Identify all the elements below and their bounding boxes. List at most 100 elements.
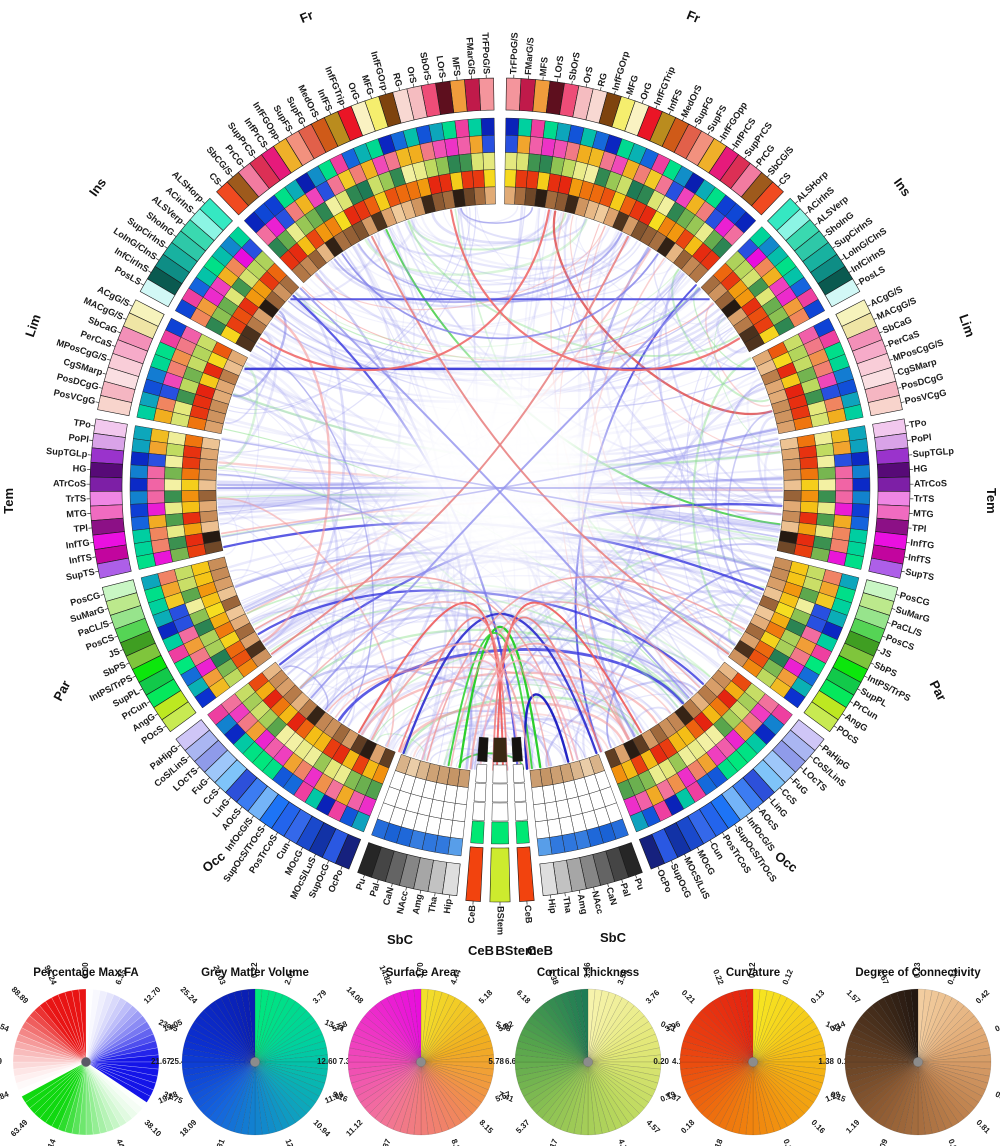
metric-cell	[315, 242, 336, 264]
metric-cell	[604, 747, 622, 769]
label-tick	[848, 270, 853, 273]
pie-slice	[523, 1061, 589, 1103]
pie-slice	[910, 1061, 919, 1136]
label-tick	[800, 766, 804, 770]
pie-slice	[745, 1061, 754, 1136]
metric-cell	[851, 464, 871, 479]
region-cell	[139, 278, 176, 308]
pie-slice	[752, 989, 768, 1063]
region-cell	[154, 253, 190, 285]
pie-slice	[220, 994, 256, 1063]
pie-tick-label: 8.15	[477, 1118, 495, 1136]
metric-cell	[800, 490, 819, 503]
metric-cell	[776, 419, 796, 435]
pie-slice	[917, 1061, 983, 1103]
metric-cell	[282, 684, 303, 705]
metric-cell	[360, 215, 379, 237]
link-chord	[525, 490, 783, 770]
region-label: JS	[879, 646, 893, 660]
pie-slice	[896, 1061, 919, 1134]
metric-cell	[245, 639, 267, 659]
link-chord	[356, 242, 641, 299]
link-chord	[569, 215, 781, 453]
pie-tick-label: 0.22	[250, 962, 259, 978]
pie-title: Curvature	[726, 967, 780, 979]
region-label: Amg	[576, 893, 590, 915]
metric-cell	[815, 442, 835, 458]
label-tick	[585, 83, 588, 88]
lobe-label: Ins	[891, 175, 914, 199]
label-tick	[895, 594, 900, 596]
metric-cell	[130, 451, 150, 467]
region-cell	[89, 490, 123, 507]
pie-slice	[587, 1061, 649, 1109]
link-chord-accent	[254, 575, 574, 762]
pie-slice	[696, 1061, 754, 1114]
region-label: BStem	[496, 906, 506, 935]
pie-slice	[845, 1061, 919, 1077]
pie-slice	[566, 1061, 589, 1134]
region-label: Hip	[442, 898, 454, 914]
pie-slice	[182, 1047, 256, 1063]
pie-slice	[254, 1001, 302, 1063]
metric-cell	[454, 785, 469, 805]
pie-slice	[420, 989, 436, 1063]
pie-slice	[254, 1047, 328, 1063]
lobe-label: Par	[50, 678, 73, 704]
pie-slice	[688, 1021, 754, 1063]
region-cell	[371, 846, 395, 883]
region-cell	[171, 230, 206, 263]
pie-slice	[517, 1033, 589, 1063]
pie-slice	[254, 1061, 284, 1133]
metric-cell	[799, 456, 819, 470]
label-tick	[206, 777, 210, 781]
metric-cell	[201, 436, 221, 451]
label-tick	[146, 701, 151, 704]
region-cell	[103, 366, 140, 390]
metric-cell	[200, 447, 219, 461]
region-cell	[364, 96, 389, 132]
label-tick	[657, 866, 660, 870]
label-tick	[879, 331, 883, 334]
link-chord	[219, 522, 318, 695]
region-cell	[392, 88, 415, 124]
pie-slice	[752, 1061, 794, 1127]
pie-slice	[910, 988, 919, 1063]
pie-slice	[679, 1061, 754, 1070]
label-tick	[814, 222, 818, 226]
metric-cell	[781, 447, 800, 461]
metric-cell	[415, 760, 431, 781]
link-chord	[410, 219, 623, 271]
region-label: LOrS	[435, 55, 448, 79]
label-tick	[593, 887, 595, 891]
metric-cell	[529, 768, 543, 788]
label-tick	[856, 283, 860, 286]
metric-cell	[517, 118, 533, 137]
pie-slice	[692, 1061, 754, 1109]
region-cell	[310, 117, 339, 153]
region-label: PosVCgG	[53, 387, 97, 406]
link-chord	[218, 509, 239, 556]
label-tick	[398, 86, 401, 91]
region-label: Hip	[546, 898, 558, 914]
pie-slice	[254, 1061, 307, 1119]
region-cell	[877, 490, 911, 507]
pie-tick-label: 12.73	[283, 1138, 299, 1146]
region-label: Cun	[708, 841, 726, 862]
lobe-label: Tem	[984, 488, 999, 514]
metric-cell	[136, 553, 157, 570]
pie-tick-label: 76.19	[0, 1057, 3, 1066]
link-chord-accent	[496, 601, 642, 771]
pie-slice	[883, 1061, 919, 1130]
link-chord	[451, 752, 498, 771]
metric-cell	[299, 255, 320, 277]
pie-tick-label: 44.44	[114, 1138, 130, 1146]
pie-tick-label: 7.37	[339, 1057, 355, 1066]
pie-slice	[356, 1061, 422, 1103]
metric-cell	[131, 438, 151, 454]
pie-tick-label: 16.31	[211, 1137, 227, 1146]
group-label-bottom: CeB	[527, 943, 553, 958]
region-label: OrS	[405, 66, 418, 85]
pie-slice	[420, 1061, 495, 1070]
